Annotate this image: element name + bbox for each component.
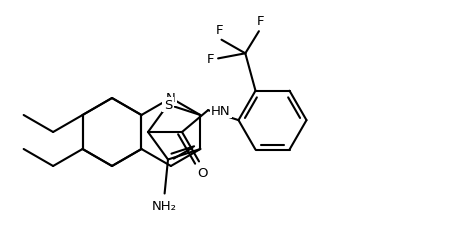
Text: F: F [257,15,265,28]
Text: F: F [207,53,214,66]
Text: O: O [197,167,207,180]
Text: F: F [216,24,223,37]
Text: NH₂: NH₂ [152,199,177,212]
Text: HN: HN [211,104,231,117]
Text: N: N [166,92,176,105]
Text: S: S [164,98,172,112]
